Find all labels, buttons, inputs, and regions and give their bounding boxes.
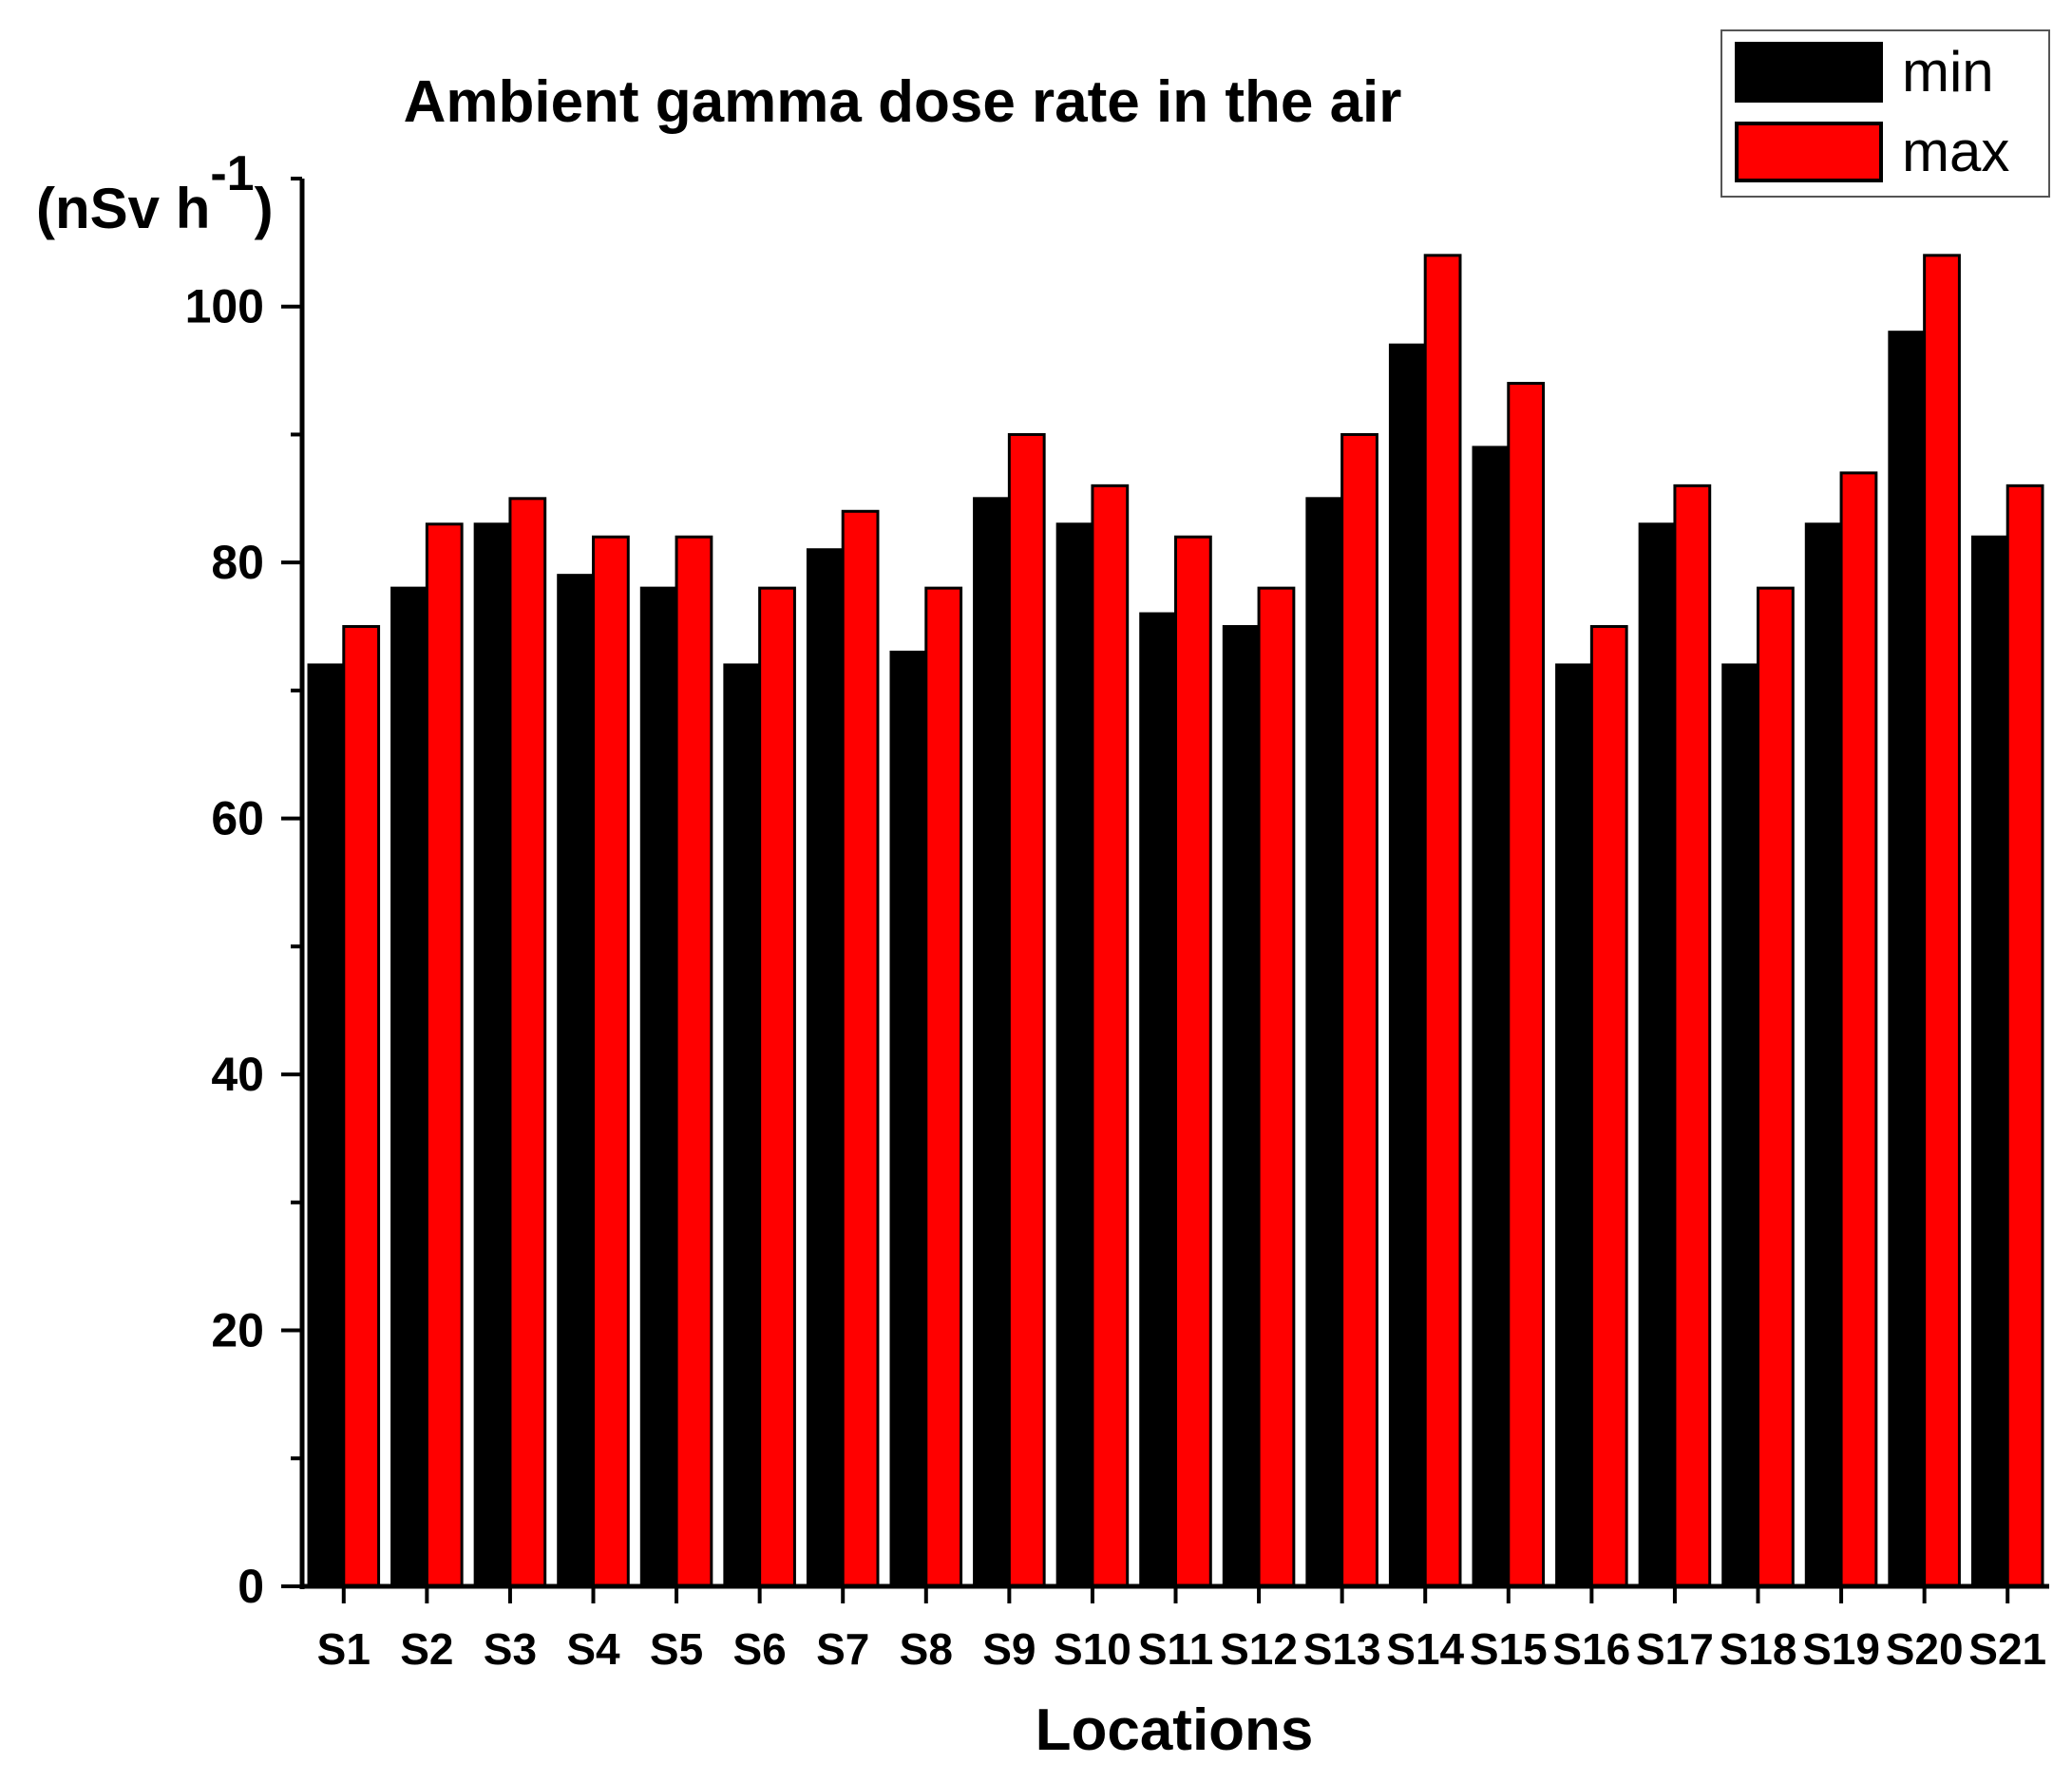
bar-min-S8 [889, 650, 928, 1588]
y-tick-label-100: 100 [185, 280, 264, 333]
y-tick-labels: 0 20 40 60 80 100 [185, 280, 264, 1613]
legend-swatch-max [1735, 122, 1883, 182]
bar-max-S6 [758, 586, 796, 1588]
x-tick-label-S7: S7 [816, 1624, 869, 1674]
x-tick-label-S9: S9 [982, 1624, 1036, 1674]
x-tick-label-S12: S12 [1220, 1624, 1298, 1674]
axes-group [281, 177, 2049, 1603]
bar-min-S3 [473, 522, 512, 1588]
bar-min-S6 [723, 663, 762, 1588]
bar-max-S21 [2005, 483, 2044, 1588]
x-tick-label-S4: S4 [566, 1624, 620, 1674]
x-tick-label-S13: S13 [1303, 1624, 1381, 1674]
bar-max-S5 [675, 535, 713, 1588]
x-tick-label-S2: S2 [400, 1624, 453, 1674]
bar-min-S5 [639, 586, 678, 1588]
bar-min-S18 [1721, 663, 1759, 1588]
x-tick-labels: S1 S2 S3 S4 S5 S6 S7 S8 S9 S10 S11 S12 S13 S14 S15 S16 S… [317, 1624, 2046, 1674]
x-tick-label-S3: S3 [484, 1624, 537, 1674]
x-tick-label-S5: S5 [650, 1624, 703, 1674]
bar-max-S8 [924, 586, 963, 1588]
bar-max-S4 [592, 535, 630, 1588]
bar-min-S17 [1638, 522, 1677, 1588]
bar-min-S1 [307, 663, 346, 1588]
x-tick-label-S20: S20 [1886, 1624, 1964, 1674]
x-tick-label-S14: S14 [1386, 1624, 1464, 1674]
x-tick-label-S18: S18 [1720, 1624, 1797, 1674]
x-tick-label-S19: S19 [1802, 1624, 1880, 1674]
bar-max-S18 [1757, 586, 1795, 1588]
y-tick-label-0: 0 [238, 1560, 264, 1613]
x-tick-label-S15: S15 [1470, 1624, 1548, 1674]
x-tick-label-S21: S21 [1968, 1624, 2046, 1674]
y-axis-label-superscript: -1 [210, 146, 254, 201]
bar-max-S9 [1007, 432, 1046, 1588]
bar-min-S13 [1305, 497, 1344, 1588]
bar-max-S3 [508, 497, 547, 1588]
bar-max-S15 [1507, 382, 1546, 1588]
bar-min-S11 [1139, 612, 1177, 1588]
legend: min max [1720, 29, 2050, 198]
bar-min-S14 [1388, 343, 1427, 1588]
bar-max-S12 [1257, 586, 1296, 1588]
bar-max-S7 [841, 509, 880, 1588]
bar-max-S16 [1589, 625, 1628, 1588]
bar-min-S16 [1555, 663, 1593, 1588]
bar-min-S9 [973, 497, 1011, 1588]
bar-min-S2 [390, 586, 428, 1588]
bar-max-S10 [1091, 483, 1130, 1588]
bar-min-S12 [1222, 625, 1261, 1588]
x-tick-label-S6: S6 [733, 1624, 787, 1674]
x-tick-label-S10: S10 [1054, 1624, 1131, 1674]
bar-max-S2 [425, 522, 464, 1588]
bar-max-S14 [1423, 254, 1462, 1588]
y-tick-label-80: 80 [211, 536, 264, 589]
bar-min-S7 [806, 548, 845, 1588]
x-axis-label: Locations [1036, 1697, 1314, 1763]
y-axis-label-main: (nSv h [36, 177, 210, 240]
legend-label-min: min [1902, 40, 1994, 104]
legend-label-max: max [1902, 120, 2009, 183]
bar-max-S13 [1340, 432, 1378, 1588]
bar-max-S19 [1839, 471, 1878, 1588]
bar-min-S10 [1055, 522, 1094, 1588]
bar-max-S1 [342, 625, 381, 1588]
bar-min-S19 [1804, 522, 1843, 1588]
bar-min-S4 [557, 574, 595, 1588]
y-axis-label: (nSv h-1) [36, 146, 274, 240]
x-tick-label-S16: S16 [1552, 1624, 1630, 1674]
bar-max-S17 [1673, 483, 1712, 1588]
y-tick-label-60: 60 [211, 792, 264, 845]
bars-group [307, 254, 2044, 1588]
bar-min-S21 [1970, 535, 2009, 1588]
x-tick-label-S11: S11 [1138, 1624, 1213, 1674]
bar-max-S11 [1174, 535, 1212, 1588]
bar-max-S20 [1923, 254, 1961, 1588]
bar-min-S20 [1888, 331, 1927, 1588]
x-tick-label-S8: S8 [900, 1624, 953, 1674]
legend-swatch-min [1735, 42, 1883, 103]
x-tick-label-S17: S17 [1636, 1624, 1714, 1674]
x-tick-label-S1: S1 [317, 1624, 371, 1674]
bar-min-S15 [1472, 446, 1511, 1588]
chart-title: Ambient gamma dose rate in the air [404, 69, 1402, 135]
y-tick-label-40: 40 [211, 1048, 264, 1101]
y-axis-label-close: ) [255, 177, 274, 240]
y-tick-label-20: 20 [211, 1304, 264, 1357]
